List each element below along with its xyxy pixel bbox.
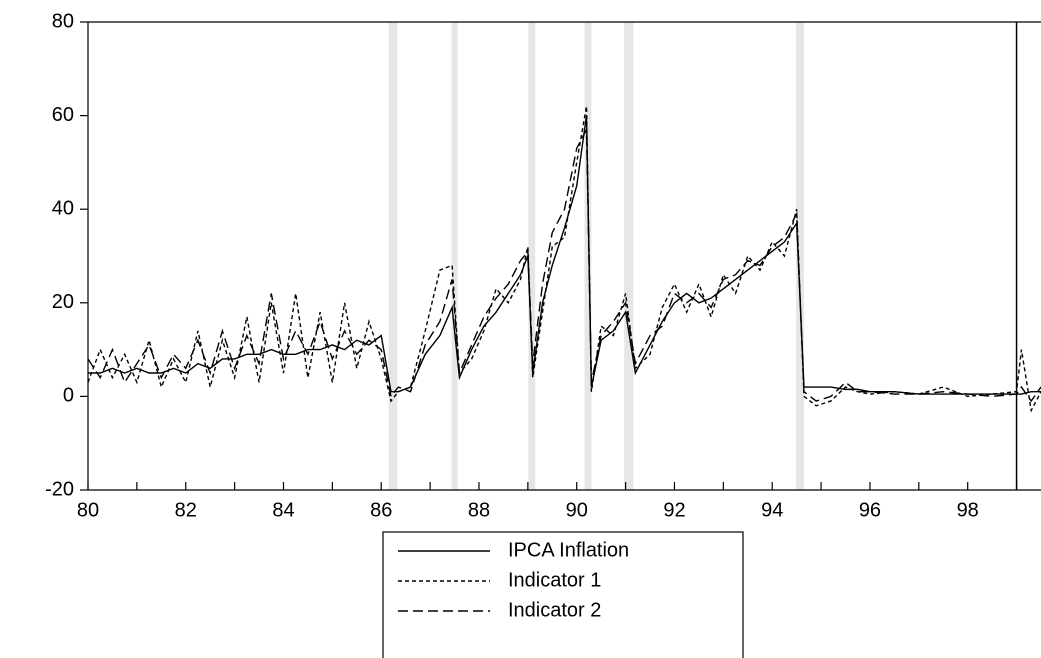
series-line — [88, 115, 1041, 395]
y-tick-label: 20 — [52, 291, 74, 313]
legend-label: IPCA Inflation — [508, 539, 629, 561]
y-tick-label: 0 — [63, 385, 74, 407]
legend-label: Indicator 1 — [508, 569, 601, 591]
x-tick-label: 98 — [957, 499, 979, 521]
y-tick-label: 80 — [52, 10, 74, 32]
x-tick-label: 82 — [175, 499, 197, 521]
shaded-period — [796, 22, 804, 490]
x-tick-label: 92 — [663, 499, 685, 521]
series-line — [87, 129, 1041, 403]
series-line — [87, 106, 1041, 413]
y-tick-label: -20 — [45, 478, 74, 500]
x-tick-label: 86 — [370, 499, 392, 521]
shaded-period — [451, 22, 458, 490]
shading — [388, 22, 804, 490]
shaded-period — [624, 22, 634, 490]
legend-box — [382, 531, 744, 658]
x-tick-label: 94 — [761, 499, 783, 521]
shaded-period — [388, 22, 398, 490]
shaded-period — [528, 22, 536, 490]
y-tick-label: 60 — [52, 104, 74, 126]
x-tick-label: 80 — [77, 499, 99, 521]
x-tick-label: 84 — [272, 499, 294, 521]
x-tick-label: 88 — [468, 499, 490, 521]
y-tick-label: 40 — [52, 197, 74, 219]
x-tick-label: 90 — [566, 499, 588, 521]
shaded-period — [584, 22, 592, 490]
legend-label: Indicator 2 — [508, 599, 601, 621]
plot — [87, 106, 1041, 413]
x-tick-label: 96 — [859, 499, 881, 521]
